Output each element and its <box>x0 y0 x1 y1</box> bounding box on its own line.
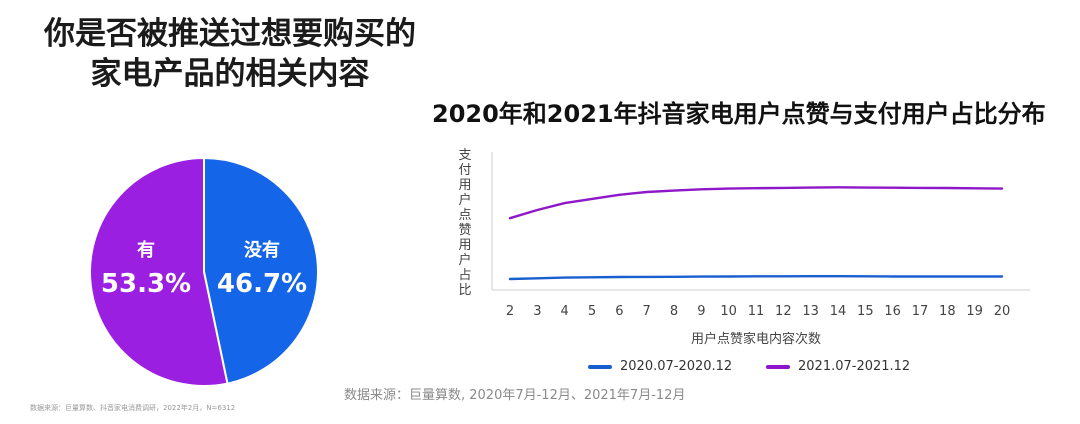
x-tick-label: 17 <box>912 304 929 319</box>
legend-item-2020: 2020.07-2020.12 <box>588 359 732 374</box>
y-axis-label-char: 支 <box>458 148 471 163</box>
x-tick-label: 8 <box>670 304 678 319</box>
y-axis-label-char: 户 <box>458 252 471 268</box>
legend-swatch-2020 <box>588 364 612 369</box>
legend-item-2021: 2021.07-2021.12 <box>766 359 910 374</box>
x-tick-label: 3 <box>533 304 541 319</box>
series-line-2020 <box>508 275 1004 281</box>
y-axis-label-char: 赞 <box>458 223 471 238</box>
y-axis-label-char: 占 <box>458 268 471 283</box>
line-chart-title: 2020年和2021年抖音家电用户点赞与支付用户占比分布 <box>432 100 1046 128</box>
y-axis-label-char: 用 <box>458 238 471 253</box>
x-tick-label: 9 <box>697 304 705 319</box>
legend-label-2020: 2020.07-2020.12 <box>620 359 733 374</box>
pie-value-yes: 53.3% <box>101 269 191 299</box>
pie-chart: 有 53.3% 没有 46.7% <box>89 158 319 387</box>
x-tick-label: 16 <box>884 304 901 319</box>
x-tick-label: 12 <box>775 304 792 319</box>
pie-label-yes: 有 <box>137 239 155 261</box>
pie-question-title-line-1: 你是否被推送过想要购买的 <box>44 16 416 52</box>
x-tick-label: 2 <box>506 304 514 319</box>
source-note: 数据来源：巨量算数, 2020年7月-12月、2021年7月-12月 <box>344 388 686 403</box>
pie-question-title-line-2: 家电产品的相关内容 <box>90 56 370 92</box>
y-axis-label-char: 点 <box>458 208 471 223</box>
pie-question-title: 你是否被推送过想要购买的 家电产品的相关内容 <box>30 14 430 94</box>
pie-footnote: 数据来源：巨量算数、抖音家电消费调研，2022年2月，N=6312 <box>30 404 236 412</box>
x-tick-label: 14 <box>830 304 847 319</box>
x-tick-label: 6 <box>615 304 623 319</box>
x-tick-label: 4 <box>561 304 569 319</box>
x-tick-label: 11 <box>748 304 765 319</box>
x-axis-label: 用户点赞家电内容次数 <box>691 331 821 347</box>
y-axis-label-char: 比 <box>458 283 471 298</box>
x-tick-label: 5 <box>588 304 596 319</box>
y-axis-label-char: 用 <box>458 178 471 193</box>
x-tick-label: 15 <box>857 304 874 319</box>
pie-slice-yes <box>89 158 229 387</box>
x-tick-label: 19 <box>966 304 983 319</box>
x-tick-label: 7 <box>643 304 651 319</box>
pie-value-no: 46.7% <box>217 269 307 299</box>
x-tick-label: 10 <box>720 304 737 319</box>
pie-slice-no <box>203 158 319 385</box>
pie-label-no: 没有 <box>244 239 280 261</box>
x-tick-label: 20 <box>994 304 1011 319</box>
y-axis-label-char: 付 <box>458 163 471 178</box>
legend-label-2021: 2021.07-2021.12 <box>798 359 911 374</box>
x-tick-label: 13 <box>802 304 819 319</box>
x-tick-label: 18 <box>939 304 956 319</box>
legend-swatch-2021 <box>766 364 790 369</box>
y-axis-label-char: 户 <box>458 192 471 208</box>
series-line-2021 <box>508 186 1004 220</box>
